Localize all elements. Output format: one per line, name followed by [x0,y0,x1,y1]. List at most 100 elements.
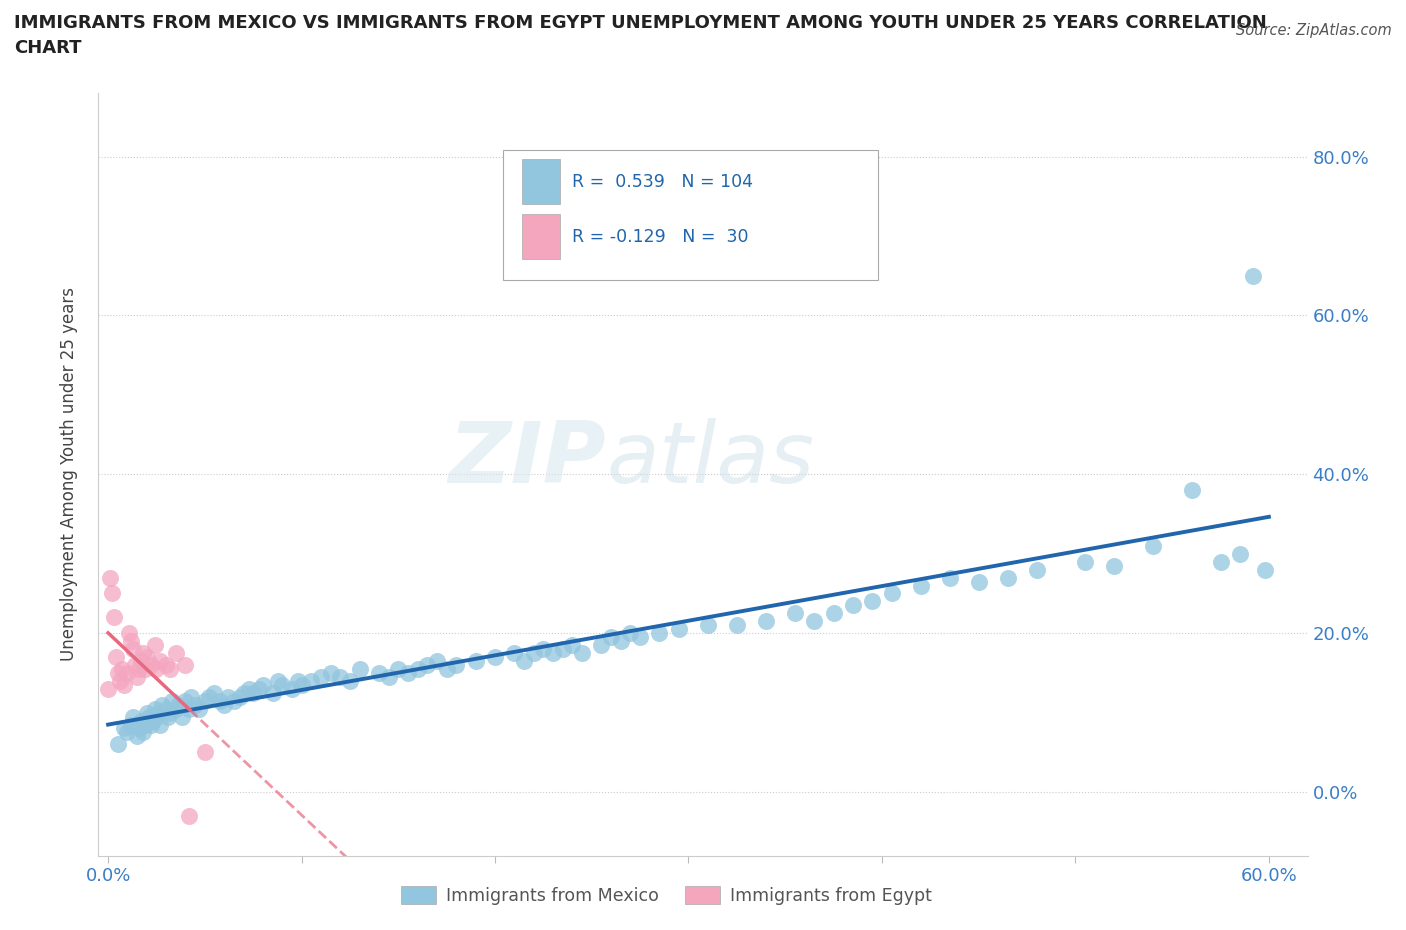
Point [267,673,290,688]
Point [111,661,134,676]
Point [108,673,131,688]
Point [129,713,152,728]
Point [112,677,135,692]
Point [174,693,197,708]
Point [170,710,193,724]
Point [217,689,239,704]
Point [122,710,145,724]
Text: ZIP: ZIP [449,418,606,500]
Point [247,682,270,697]
Point [416,658,439,672]
Point [124,658,146,672]
Point [122,642,145,657]
Point [157,710,180,724]
Point [880,586,903,601]
Point [127,729,149,744]
Point [104,649,127,664]
Point [309,670,332,684]
Point [571,645,593,660]
Point [128,661,150,676]
Point [242,685,264,700]
Point [149,654,172,669]
Point [591,638,613,653]
Point [117,725,139,740]
FancyBboxPatch shape [522,159,561,205]
Point [143,701,166,716]
Point [271,677,294,692]
Point [145,710,167,724]
Point [159,661,181,676]
Point [155,701,177,716]
Point [132,725,155,740]
Point [823,605,845,620]
Point [1025,562,1047,577]
Text: CHART: CHART [14,39,82,57]
Point [1142,538,1164,553]
Point [97,682,120,697]
FancyBboxPatch shape [522,214,561,259]
Point [541,645,564,660]
Point [150,698,173,712]
Point [842,598,865,613]
Point [160,693,183,708]
Point [997,570,1019,585]
Point [127,670,149,684]
Point [551,642,574,657]
Point [135,705,157,720]
Point [222,693,245,708]
Point [134,661,156,676]
Point [329,670,352,684]
Point [446,658,468,672]
Point [139,658,162,672]
Point [238,682,260,697]
Point [725,618,748,632]
Point [696,618,718,632]
Point [406,661,429,676]
Point [209,693,232,708]
Point [142,713,165,728]
Point [299,673,322,688]
Point [1074,554,1097,569]
Point [117,666,139,681]
Point [319,666,342,681]
Point [165,701,187,716]
Point [290,677,312,692]
Point [339,673,361,688]
Point [252,677,274,692]
Point [610,633,633,648]
Point [148,705,170,720]
Point [1241,268,1264,283]
Point [523,645,546,660]
Point [426,654,449,669]
Point [155,658,177,672]
Point [484,649,506,664]
Point [262,685,284,700]
Point [503,645,526,660]
Point [648,626,671,641]
Point [197,689,219,704]
Y-axis label: Unemployment Among Youth under 25 years: Unemployment Among Youth under 25 years [59,287,77,661]
Point [204,685,226,700]
Text: Source: ZipAtlas.com: Source: ZipAtlas.com [1236,23,1392,38]
Point [910,578,932,593]
Point [120,633,142,648]
Point [149,717,172,732]
Point [174,658,197,672]
Point [112,721,135,736]
Point [138,710,160,724]
Point [1102,558,1125,573]
Point [396,666,419,681]
Point [349,661,371,676]
Point [377,670,399,684]
Point [179,701,201,716]
Point [436,661,458,676]
Point [619,626,641,641]
Point [129,654,152,669]
Point [134,717,156,732]
Point [107,737,129,751]
Point [1180,483,1202,498]
Point [803,614,825,629]
Point [531,642,554,657]
Point [143,638,166,653]
Point [101,586,124,601]
